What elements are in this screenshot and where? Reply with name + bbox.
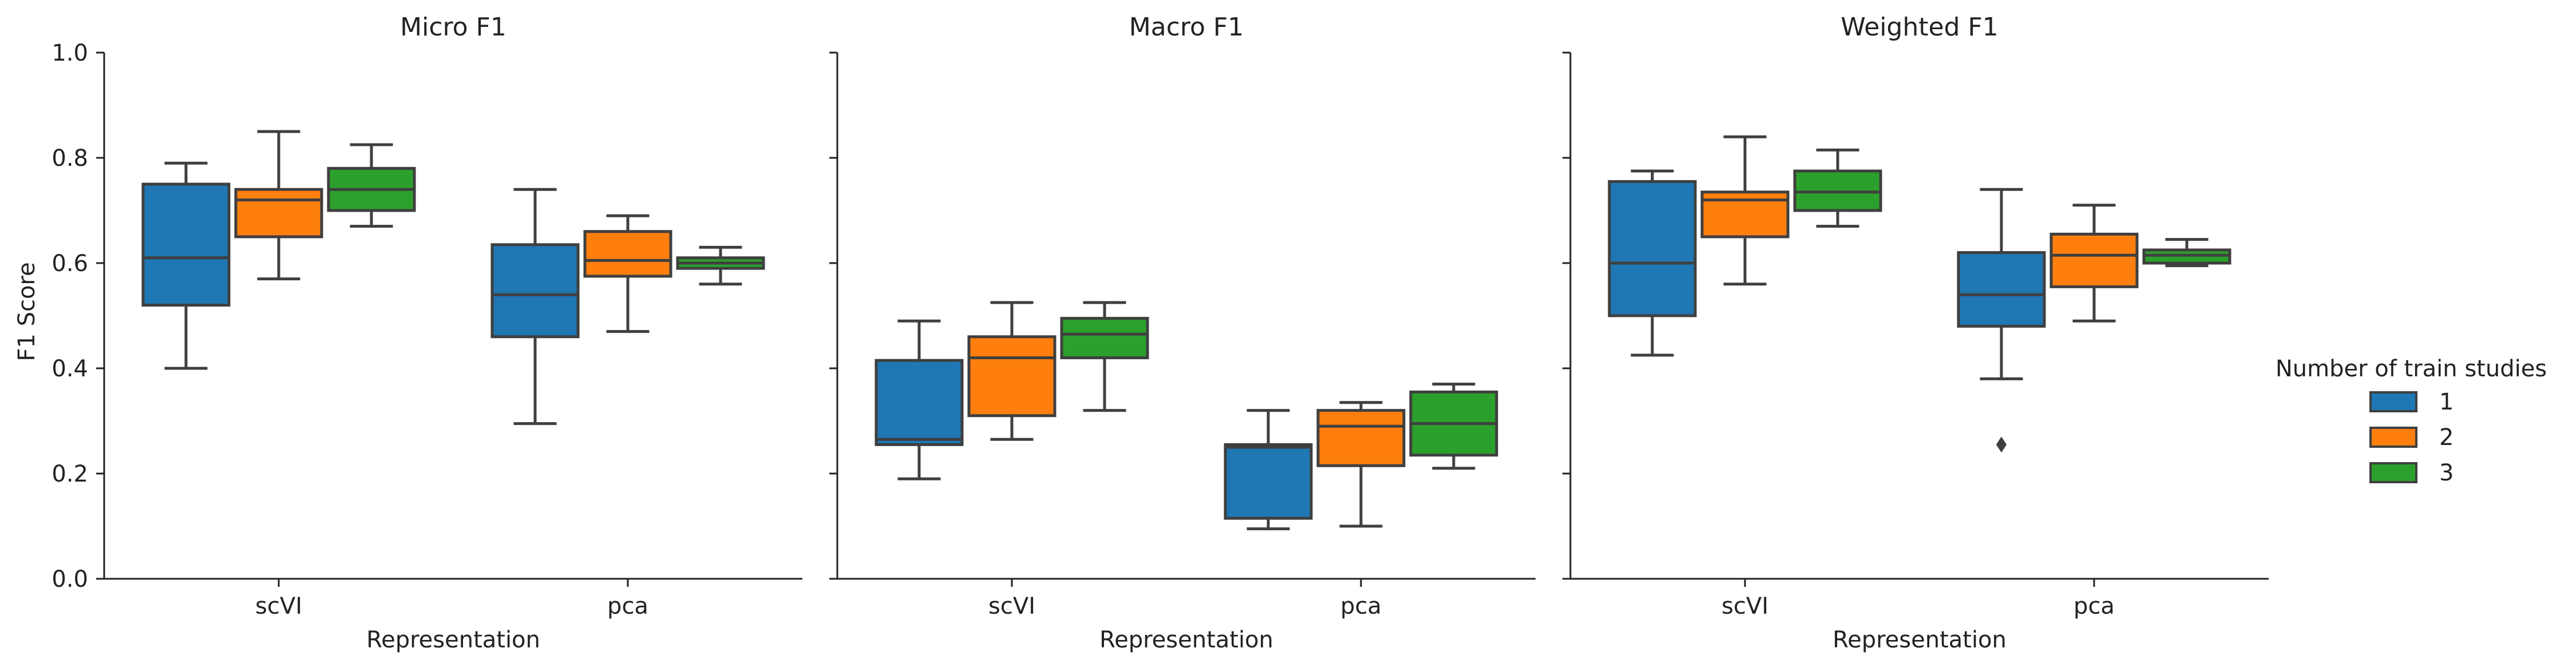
x-tick-label-pca: pca (1340, 593, 1382, 619)
box-body (1060, 317, 1149, 360)
legend-swatch-2 (2369, 427, 2417, 448)
box-scvi-series-2 (234, 130, 323, 281)
box-pca-series-2 (1316, 401, 1406, 528)
panel-title: Micro F1 (400, 13, 507, 42)
box-pca-series-1 (1224, 409, 1313, 531)
box-scvi-series-3 (1060, 301, 1149, 412)
y-tick-label: 0.0 (52, 566, 88, 593)
box-scvi-series-1 (141, 161, 231, 370)
box-body (490, 243, 580, 339)
box-body (875, 359, 964, 446)
box-body (1608, 180, 1697, 317)
x-axis-label: Representation (1833, 627, 2007, 653)
x-tick-label-pca: pca (607, 593, 648, 619)
x-axis-label: Representation (1099, 627, 1273, 653)
box-body (1957, 251, 2046, 328)
legend: Number of train studies 1 2 3 (2276, 356, 2547, 486)
legend-label-3: 3 (2439, 460, 2454, 486)
legend-label-2: 2 (2439, 424, 2454, 451)
y-tick-label: 0.8 (52, 145, 88, 172)
x-tick-label-scvi: scVI (255, 593, 302, 619)
box-scvi-series-3 (1793, 148, 1882, 228)
legend-swatch-1 (2369, 391, 2417, 412)
panel-weighted-f1: Weighted F1 Representation scVI pca (1562, 13, 2269, 653)
legend-swatch-3 (2369, 462, 2417, 483)
x-tick-label-pca: pca (2074, 593, 2115, 619)
y-tick-label: 0.4 (52, 356, 88, 382)
panel-macro-f1: Macro F1 Representation scVI pca (829, 13, 1536, 653)
box-body (2049, 232, 2139, 288)
box-body (141, 182, 231, 307)
y-tick-label: 0.6 (52, 250, 88, 277)
panel-title: Weighted F1 (1841, 13, 1999, 42)
x-tick-label-scvi: scVI (1722, 593, 1768, 619)
panel-micro-f1: Micro F1 Representation F1 Score scVI pc… (14, 13, 802, 653)
x-tick-label-scvi: scVI (988, 593, 1035, 619)
box-scvi-series-2 (967, 301, 1056, 441)
panel-title: Macro F1 (1129, 13, 1244, 42)
box-pca-series-2 (2049, 204, 2139, 323)
box-scvi-series-2 (1700, 135, 1790, 286)
box-body (967, 335, 1056, 417)
box-scvi-series-3 (327, 143, 416, 228)
y-tick-label: 1.0 (52, 40, 88, 66)
legend-title: Number of train studies (2276, 356, 2547, 382)
outlier-point (1996, 436, 2007, 453)
box-body (1316, 409, 1406, 467)
y-tick-label: 0.2 (52, 461, 88, 487)
box-pca-series-1 (490, 188, 580, 426)
box-pca-series-3 (676, 245, 765, 286)
box-scvi-series-1 (875, 319, 964, 480)
legend-label-1: 1 (2439, 389, 2454, 415)
y-axis-label: F1 Score (14, 262, 40, 361)
box-body (583, 230, 672, 278)
box-body (234, 188, 323, 238)
box-pca-series-3 (2142, 238, 2231, 268)
box-scvi-series-1 (1608, 169, 1697, 357)
box-pca-series-3 (1409, 383, 1498, 470)
box-body (1224, 443, 1313, 520)
x-axis-label: Representation (366, 627, 540, 653)
box-pca-series-1 (1957, 188, 2046, 453)
box-pca-series-2 (583, 214, 672, 333)
